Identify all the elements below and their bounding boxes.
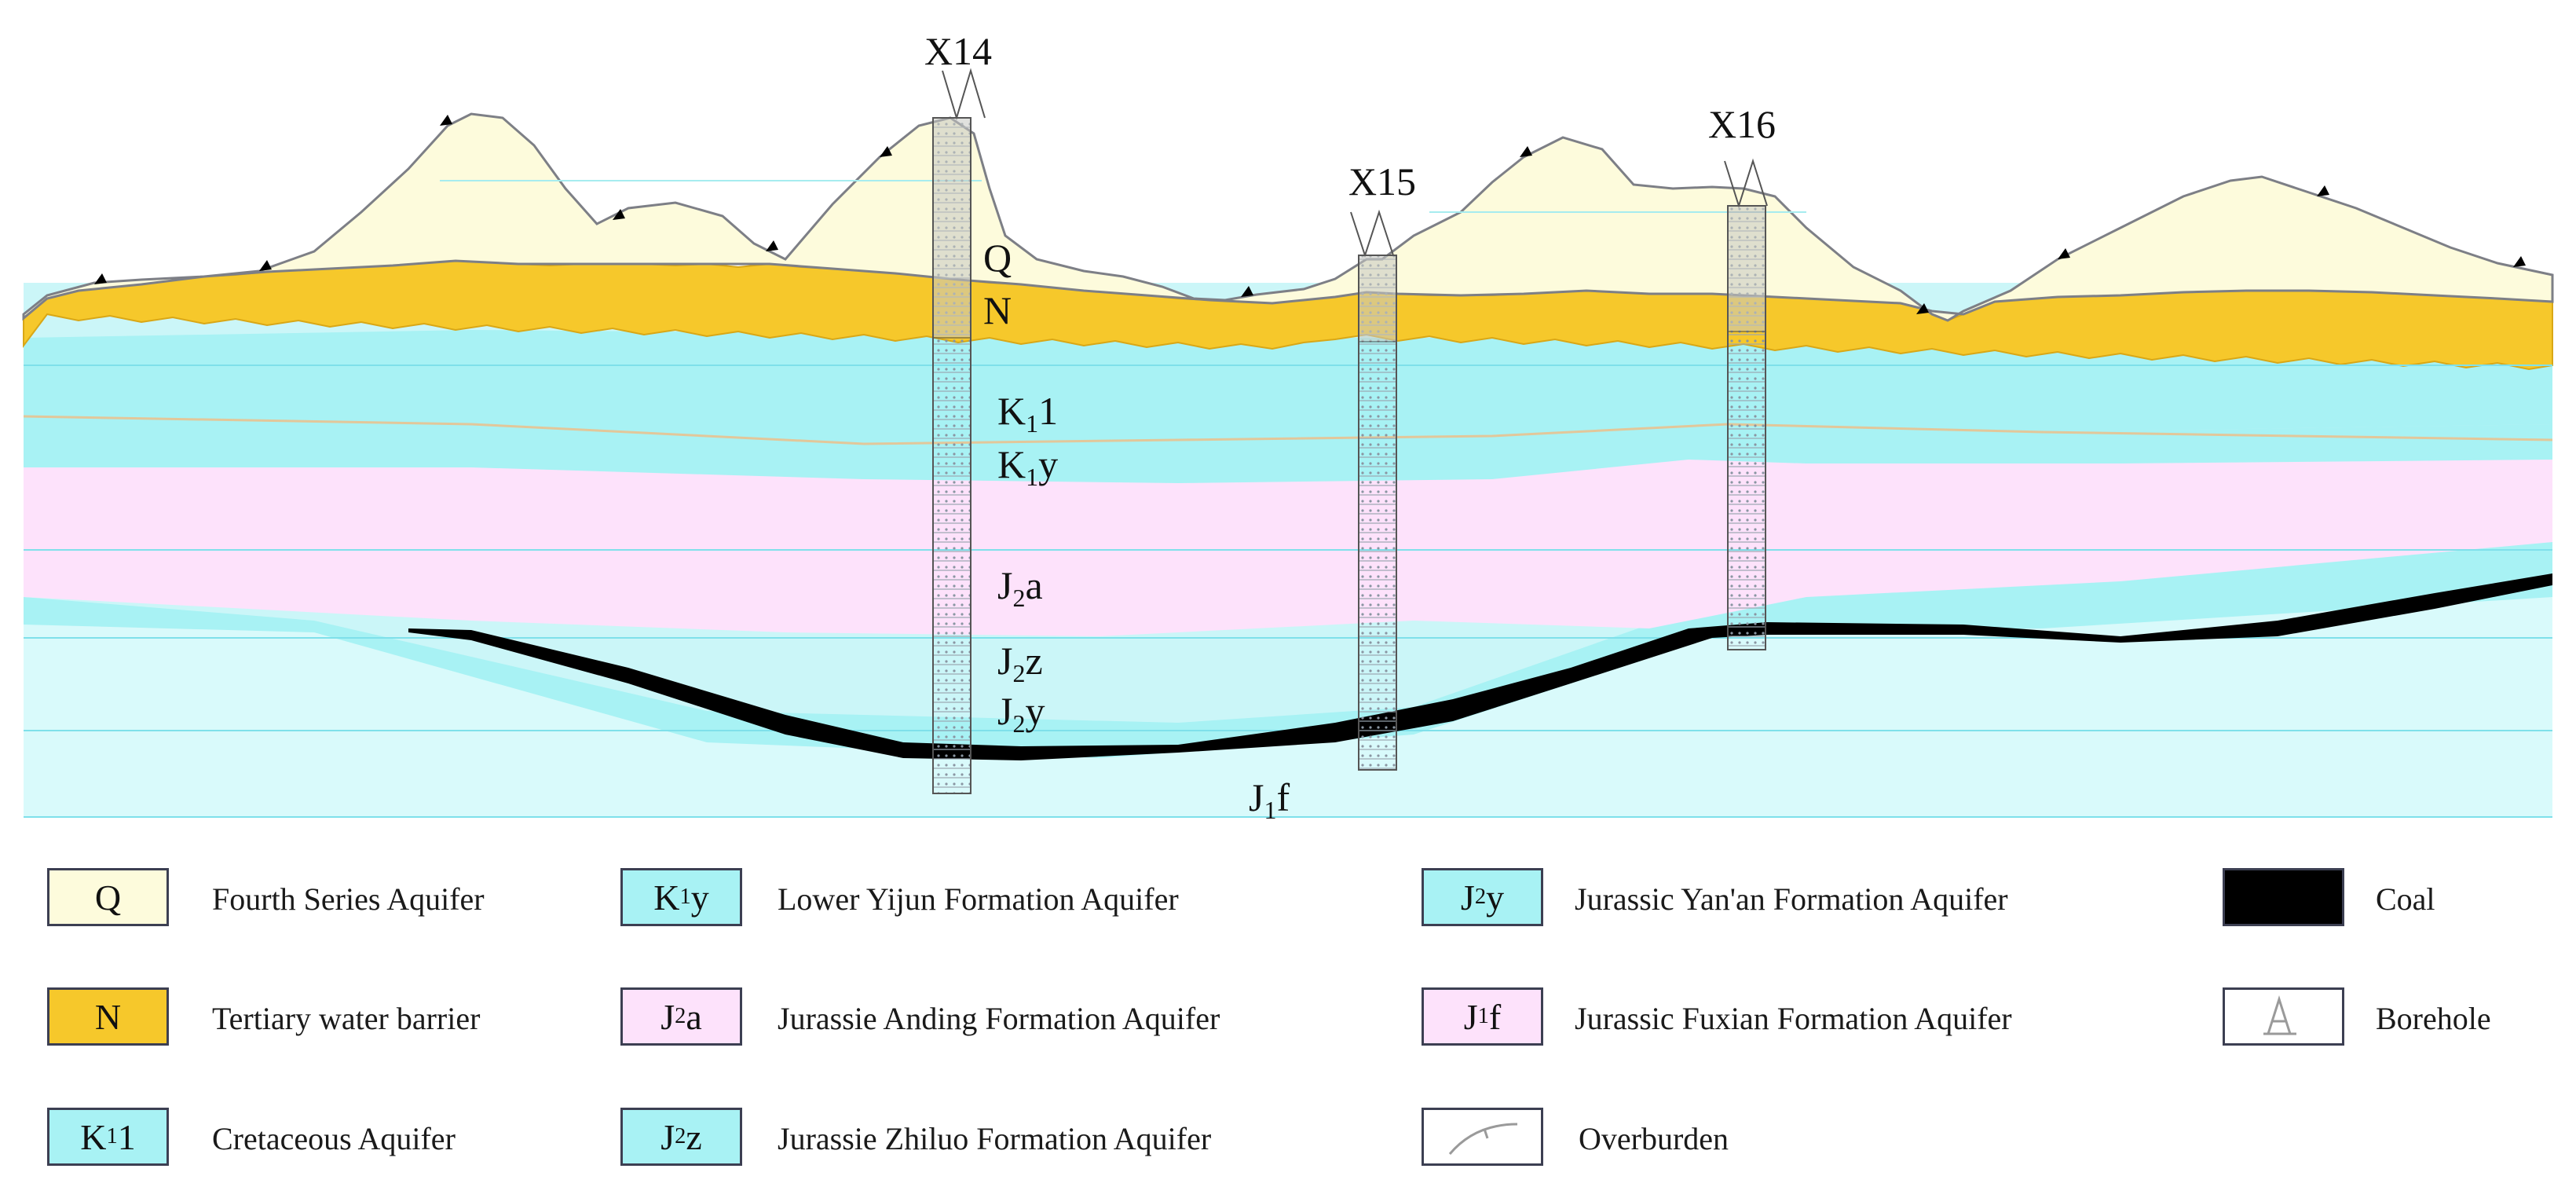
overburden-icon: [1422, 1108, 1543, 1166]
stratum-label-j1f: J1f: [1249, 775, 1290, 824]
stratum-label-j2z: J2z: [997, 639, 1043, 687]
stratum-boundary-lines: [24, 365, 2552, 818]
legend-label-q: Fourth Series Aquifer: [212, 881, 485, 917]
legend-label-j2a: Jurassie Anding Formation Aquifer: [778, 1001, 1220, 1036]
stratum-j2z: [24, 542, 2552, 758]
stratum-label-k1y: K1y: [997, 442, 1058, 491]
stratum-q: [22, 112, 2554, 322]
legend-label-j2y: Jurassic Yan'an Formation Aquifer: [1575, 881, 2008, 917]
stratum-k1y: [24, 416, 2552, 483]
borehole-icon: [2223, 987, 2344, 1046]
geologic-cross-section: X14 X15 X16 Q N K11 K1y J2a J2z J2y J1f: [22, 29, 2554, 824]
borehole-x15: [1350, 209, 1397, 771]
legend-label-coal: Coal: [2376, 881, 2435, 917]
stratum-label-n: N: [983, 288, 1012, 332]
stratum-label-j2a: J2a: [997, 563, 1043, 612]
legend-swatch-n: N: [47, 987, 169, 1046]
stratum-label-j2y: J2y: [997, 689, 1045, 738]
legend-label-j1f: Jurassic Fuxian Formation Aquifer: [1575, 1001, 2012, 1036]
borehole-label-x15: X15: [1348, 159, 1416, 203]
legend-label-k1l: Cretaceous Aquifer: [212, 1121, 456, 1156]
stratum-j1f: [24, 597, 2552, 817]
overburden-ticks: [94, 115, 2526, 314]
borehole-x16: [1724, 158, 1768, 650]
legend-swatch-coal: [2223, 868, 2344, 926]
legend-label-n: Tertiary water barrier: [212, 1001, 481, 1036]
borehole-x14: [932, 68, 986, 794]
stratum-label-q: Q: [983, 236, 1012, 280]
k1l-k1y-boundary: [23, 415, 2553, 445]
legend-swatch-q: Q: [47, 868, 169, 926]
legend-label-k1y: Lower Yijun Formation Aquifer: [778, 881, 1179, 917]
legend-label-j2z: Jurassie Zhiluo Formation Aquifer: [778, 1121, 1212, 1156]
stratum-k1l: [24, 330, 2552, 444]
stratum-j2a: [24, 452, 2552, 636]
stratum-label-k1l: K11: [997, 389, 1058, 438]
borehole-label-x16: X16: [1708, 102, 1776, 146]
borehole-label-x14: X14: [924, 29, 992, 73]
legend-label-borehole: Borehole: [2376, 1001, 2491, 1036]
legend-label-overburden: Overburden: [1579, 1121, 1729, 1156]
